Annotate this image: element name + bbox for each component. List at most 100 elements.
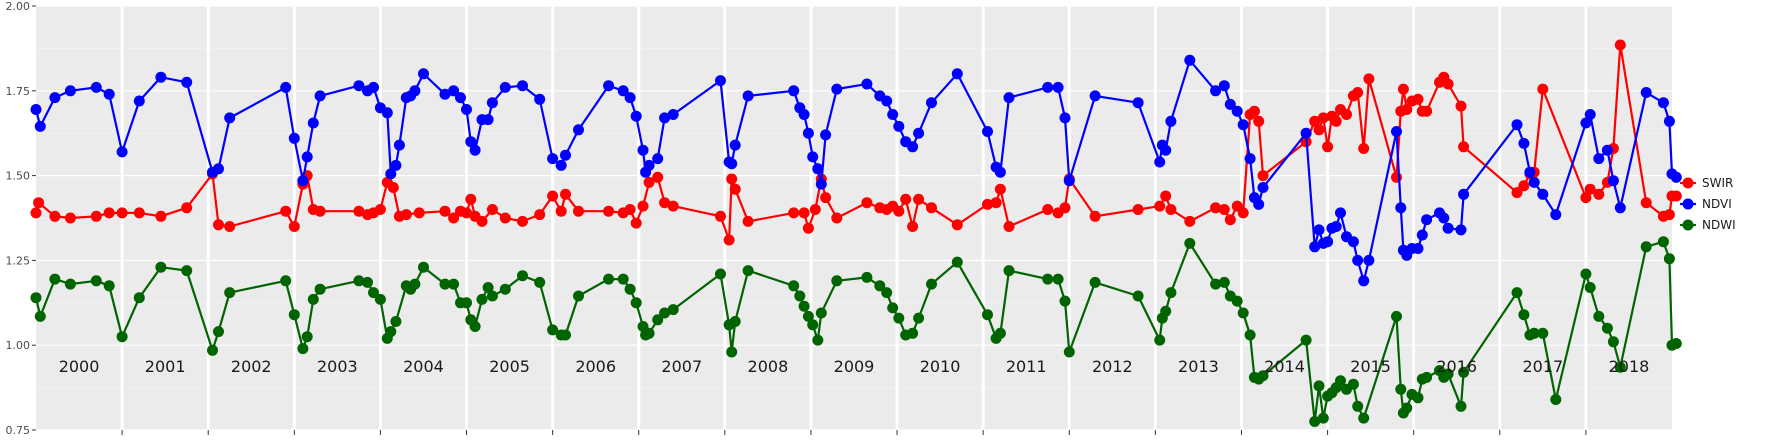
- data-point-ndvi: [1614, 202, 1626, 214]
- data-point-ndvi: [637, 144, 649, 156]
- data-point-swir: [1584, 183, 1596, 195]
- data-point-ndwi: [1511, 287, 1523, 299]
- data-point-swir: [1663, 209, 1675, 221]
- data-point-swir: [448, 212, 460, 224]
- data-point-swir: [982, 198, 993, 210]
- data-point-ndvi: [418, 68, 429, 80]
- data-point-ndwi: [1601, 322, 1613, 334]
- data-point-ndwi: [1455, 400, 1467, 412]
- data-point-swir: [181, 202, 193, 214]
- data-point-ndwi: [1528, 327, 1540, 339]
- data-point-ndwi: [1237, 307, 1249, 319]
- data-point-swir: [1224, 214, 1236, 226]
- data-point-ndvi: [181, 76, 193, 88]
- year-label: 2011: [1006, 357, 1047, 376]
- data-point-ndwi: [994, 327, 1006, 339]
- data-point-ndwi: [1063, 346, 1075, 358]
- data-point-ndvi: [1132, 97, 1144, 109]
- data-point-swir: [116, 207, 128, 219]
- y-tick-label: 1.75: [6, 85, 31, 98]
- data-point-ndvi: [1358, 275, 1370, 287]
- data-point-swir: [30, 207, 42, 219]
- data-point-swir: [802, 222, 814, 234]
- data-point-ndvi: [288, 132, 300, 144]
- data-point-swir: [1421, 105, 1433, 117]
- data-point-ndvi: [926, 97, 937, 109]
- data-point-swir: [476, 215, 488, 227]
- data-point-swir: [1237, 207, 1249, 219]
- data-point-ndvi: [1059, 112, 1071, 124]
- data-point-ndwi: [297, 343, 309, 355]
- data-point-ndwi: [1154, 334, 1166, 346]
- y-tick-label: 1.25: [6, 254, 31, 267]
- data-point-ndvi: [1244, 153, 1256, 165]
- data-point-ndwi: [1593, 310, 1605, 322]
- data-point-swir: [729, 183, 741, 195]
- data-point-ndwi: [1458, 366, 1470, 378]
- year-label: 2002: [231, 357, 272, 376]
- legend-label: NDVI: [1702, 197, 1732, 211]
- data-point-swir: [400, 209, 412, 221]
- data-point-ndvi: [1395, 202, 1407, 214]
- data-point-ndwi: [486, 290, 498, 302]
- data-point-ndvi: [499, 81, 511, 93]
- data-point-ndwi: [1244, 329, 1256, 341]
- year-label: 2010: [920, 357, 961, 376]
- year-label: 2017: [1522, 357, 1563, 376]
- data-point-swir: [1537, 83, 1549, 95]
- data-point-ndvi: [1154, 156, 1166, 168]
- data-point-swir: [1397, 83, 1409, 95]
- data-point-ndvi: [630, 110, 642, 122]
- series-swir: [30, 39, 1682, 246]
- data-point-ndvi: [1218, 80, 1230, 92]
- data-point-ndvi: [742, 90, 754, 102]
- data-point-ndwi: [1309, 416, 1321, 427]
- data-point-ndvi: [280, 81, 292, 93]
- data-point-swir: [1358, 143, 1370, 154]
- data-point-ndwi: [643, 327, 655, 339]
- data-point-ndvi: [517, 80, 528, 92]
- data-point-ndwi: [390, 316, 402, 327]
- legend-label: SWIR: [1702, 176, 1733, 190]
- data-point-swir: [1363, 73, 1375, 85]
- data-point-ndvi: [1412, 243, 1424, 254]
- data-point-swir: [1670, 190, 1682, 202]
- y-tick-label: 0.75: [6, 424, 31, 437]
- year-label: 2014: [1264, 357, 1305, 376]
- data-point-ndvi: [1640, 87, 1652, 98]
- data-point-ndvi: [1663, 115, 1675, 127]
- data-point-ndvi: [1322, 236, 1334, 248]
- data-point-ndwi: [794, 290, 806, 302]
- data-point-ndwi: [1184, 237, 1196, 249]
- data-point-ndwi: [409, 278, 421, 290]
- data-point-ndwi: [30, 292, 42, 304]
- data-point-ndwi: [374, 293, 386, 305]
- data-point-ndvi: [381, 107, 393, 119]
- year-label: 2001: [145, 357, 186, 376]
- data-point-ndwi: [812, 334, 824, 346]
- data-point-ndwi: [362, 276, 373, 288]
- data-point-ndwi: [1640, 241, 1652, 253]
- year-labels: 2000 2001 2002 2003 2004 2005 2006 2007 2008 2009…: [59, 357, 1650, 376]
- data-point-ndvi: [726, 158, 738, 170]
- data-point-ndvi: [534, 93, 546, 105]
- data-point-ndvi: [652, 153, 664, 165]
- data-point-ndwi: [307, 293, 319, 305]
- data-point-swir: [1511, 187, 1523, 199]
- data-point-swir: [465, 193, 477, 205]
- data-point-ndwi: [667, 304, 679, 316]
- year-label: 2012: [1092, 357, 1133, 376]
- data-point-swir: [560, 188, 571, 200]
- data-point-swir: [1248, 105, 1260, 117]
- data-point-swir: [573, 205, 584, 217]
- data-point-swir: [1160, 190, 1172, 202]
- data-point-ndvi: [385, 168, 397, 180]
- data-point-ndwi: [213, 326, 224, 338]
- data-point-ndwi: [1584, 282, 1596, 293]
- data-point-swir: [486, 204, 498, 215]
- data-point-ndvi: [1042, 81, 1054, 93]
- data-point-swir: [547, 190, 559, 202]
- data-point-swir: [1317, 112, 1329, 124]
- year-label: 2018: [1609, 357, 1650, 376]
- data-point-ndvi: [224, 112, 236, 124]
